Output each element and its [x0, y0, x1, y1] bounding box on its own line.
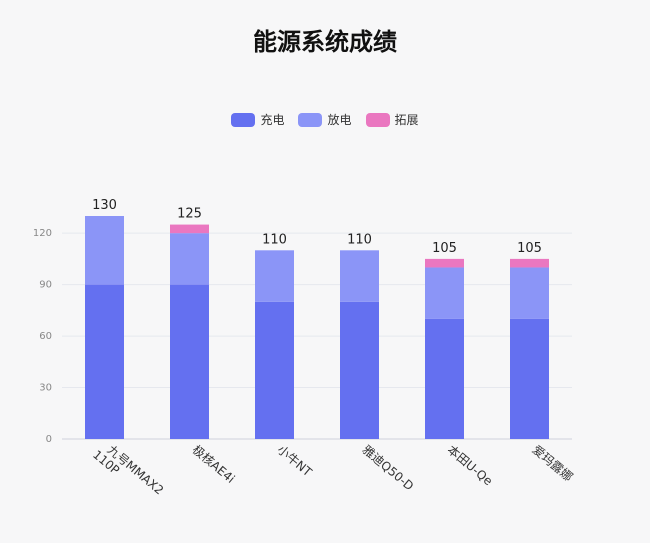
legend-swatch-charge [231, 112, 256, 127]
bar-segment[interactable] [255, 301, 294, 439]
x-tick-label: 小牛NT [275, 442, 316, 480]
legend-item-charge[interactable]: 充电 [231, 111, 284, 128]
bar-total-label: 130 [92, 198, 117, 213]
x-tick-label: 九号MMAX2110P [90, 437, 166, 507]
x-tick-label-line: 极核AE4i [190, 443, 238, 486]
x-tick-label: 本田U-Qe [445, 443, 496, 489]
bar-segment[interactable] [340, 250, 379, 302]
bar-segment[interactable] [425, 267, 464, 319]
y-tick-label: 120 [33, 228, 52, 239]
x-tick-label: 雅迪Q50-D [360, 442, 417, 494]
legend-swatch-discharge [298, 112, 323, 127]
x-tick-label-line: 爱玛露娜 [530, 443, 576, 485]
legend: 充电 放电 拓展 [0, 111, 650, 128]
legend-swatch-expansion [365, 112, 390, 127]
bar-total-label: 110 [347, 232, 372, 247]
legend-item-expansion[interactable]: 拓展 [365, 111, 419, 128]
y-tick-label: 60 [39, 331, 52, 342]
bar-segment[interactable] [340, 301, 379, 439]
legend-label-expansion: 拓展 [394, 113, 419, 127]
y-tick-label: 30 [39, 383, 52, 394]
x-tick-label-line: 本田U-Qe [445, 443, 496, 489]
bar-segment[interactable] [170, 224, 209, 234]
chart-title: 能源系统成绩 [253, 28, 397, 56]
legend-item-discharge[interactable]: 放电 [298, 111, 352, 128]
bar-segment[interactable] [425, 258, 464, 268]
bar-segment[interactable] [510, 267, 549, 319]
bar-total-label: 110 [262, 232, 287, 247]
legend-label-discharge: 放电 [327, 113, 352, 127]
legend-label-charge: 充电 [260, 113, 285, 127]
x-tick-label: 爱玛露娜 [530, 443, 576, 485]
y-tick-label: 0 [46, 434, 52, 445]
bar-segment[interactable] [255, 250, 294, 302]
bar-total-label: 105 [432, 241, 457, 256]
y-tick-label: 90 [39, 280, 52, 291]
bar-segment[interactable] [170, 233, 209, 285]
x-tick-label-line: 雅迪Q50-D [360, 442, 417, 494]
x-tick-label-line: 小牛NT [275, 442, 316, 480]
bar-segment[interactable] [85, 216, 124, 285]
bar-segment[interactable] [510, 258, 549, 268]
bar-segment[interactable] [170, 284, 209, 439]
bar-total-label: 125 [177, 207, 202, 222]
bar-segment[interactable] [510, 318, 549, 439]
bar-segment[interactable] [85, 284, 124, 439]
bar-total-label: 105 [517, 241, 542, 256]
x-tick-label: 极核AE4i [190, 443, 238, 486]
bar-segment[interactable] [425, 318, 464, 439]
